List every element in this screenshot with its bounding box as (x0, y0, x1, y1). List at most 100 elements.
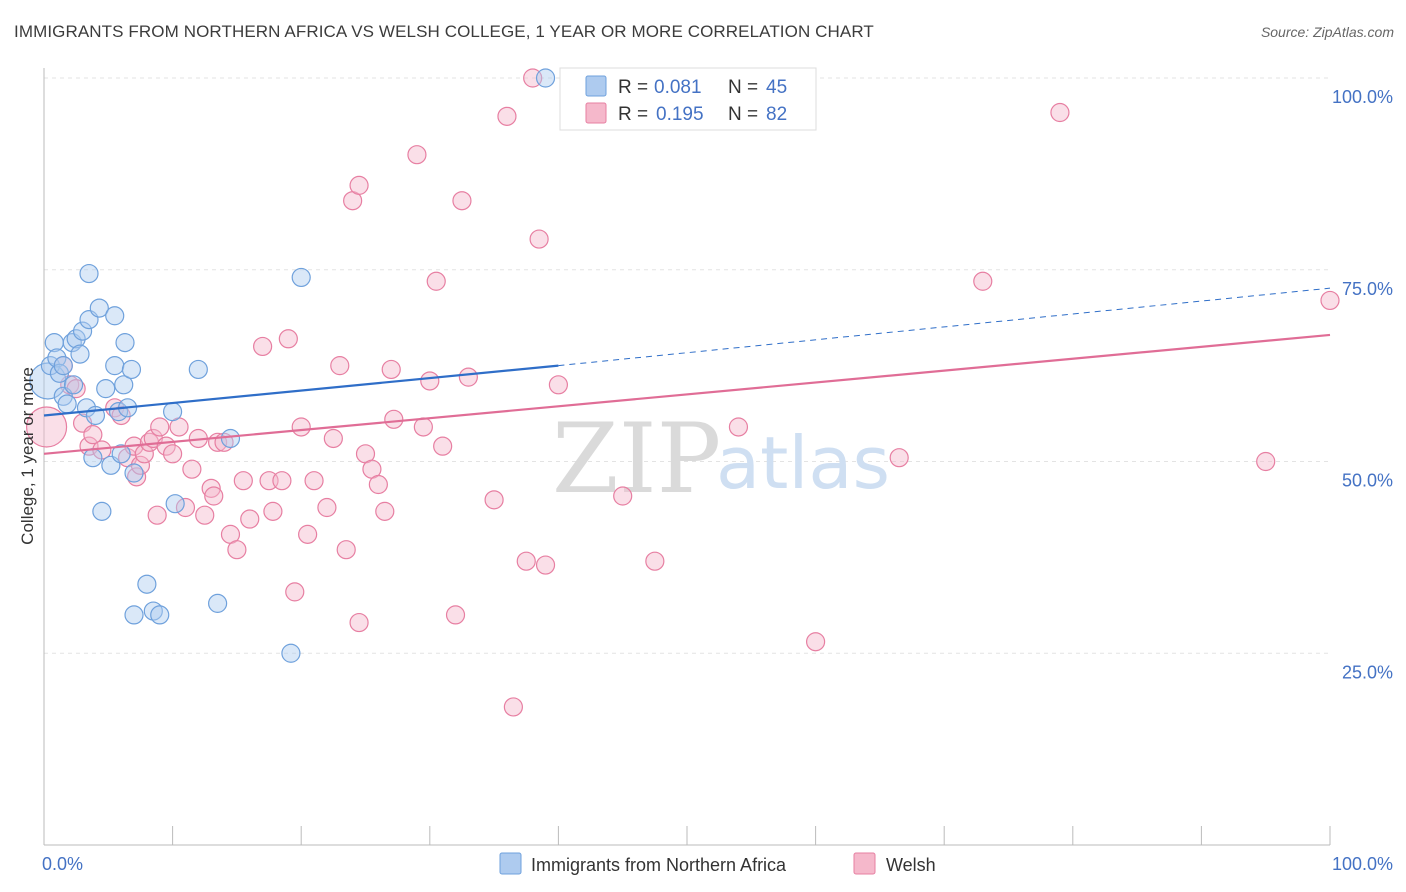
welsh-point (452, 191, 472, 211)
immigrants-point (188, 359, 208, 380)
welsh-point (298, 524, 318, 544)
welsh-point (233, 471, 253, 491)
welsh-point (1256, 451, 1276, 472)
trend-line-immigrants (43, 364, 559, 417)
grid-lines (44, 77, 1330, 654)
immigrants-point (281, 643, 301, 663)
immigrants-point (114, 375, 134, 395)
immigrants-point (111, 444, 131, 464)
welsh-point (278, 329, 298, 349)
stats-legend: R = 0.081 N = 45 R = 0.195 N = 82 (559, 67, 817, 131)
watermark-zip: ZIP (552, 403, 721, 515)
welsh-point (413, 417, 433, 437)
stats-n-label-blue: N = (728, 77, 763, 98)
stats-legend-swatch-blue (585, 75, 607, 97)
immigrants-point (150, 605, 170, 625)
trend-line-immigrants-extension (558, 287, 1331, 367)
welsh-point (645, 551, 665, 571)
immigrants-point (92, 501, 112, 521)
welsh-point (349, 612, 369, 633)
welsh-point (330, 356, 350, 376)
x-tick-label-min: 0.0% (42, 854, 83, 874)
welsh-point (317, 497, 337, 518)
welsh-point (613, 486, 633, 506)
immigrants-point (105, 306, 125, 326)
welsh-point (381, 359, 401, 380)
series-legend: Immigrants from Northern Africa Welsh (499, 852, 936, 875)
welsh-point (484, 490, 504, 510)
welsh-point (201, 478, 221, 498)
welsh-point (805, 632, 826, 652)
welsh-point (458, 367, 478, 387)
stats-r-label-blue: R = (618, 77, 653, 98)
welsh-point (1320, 290, 1340, 311)
immigrants-point (124, 463, 144, 483)
welsh-point (240, 509, 260, 529)
welsh-point (445, 605, 466, 625)
welsh-point (548, 375, 569, 395)
welsh-point (336, 540, 356, 560)
welsh-point (375, 501, 395, 521)
welsh-point (973, 271, 993, 291)
welsh-point (263, 501, 283, 521)
welsh-point (204, 486, 224, 506)
y-tick-label-50: 50.0% (1342, 471, 1393, 491)
welsh-point (420, 371, 440, 391)
series-immigrants-points (29, 68, 556, 663)
source-credit: Source: ZipAtlas.com (1260, 24, 1394, 40)
immigrants-point (70, 344, 90, 364)
welsh-point (150, 417, 170, 437)
welsh-point (25, 406, 68, 448)
immigrants-point (79, 263, 99, 284)
y-tick-labels: 25.0% 50.0% 75.0% 100.0% (1332, 87, 1393, 682)
immigrants-point (220, 428, 241, 449)
immigrants-point (535, 68, 556, 88)
stats-n-value-blue: 45 (766, 77, 787, 98)
welsh-point (83, 425, 103, 445)
immigrants-point (137, 574, 157, 594)
chart-title: IMMIGRANTS FROM NORTHERN AFRICA VS WELSH… (14, 22, 874, 41)
legend-swatch-welsh (853, 852, 876, 875)
welsh-point (889, 448, 909, 468)
y-tick-label-25: 25.0% (1342, 662, 1393, 682)
immigrants-point (89, 298, 109, 318)
welsh-point (516, 551, 536, 571)
trend-lines (43, 287, 1331, 455)
x-tick-label-max: 100.0% (1332, 854, 1393, 874)
watermark-atlas: atlas (716, 421, 890, 505)
welsh-point (195, 505, 215, 525)
welsh-point (323, 428, 343, 449)
welsh-point (130, 455, 151, 475)
welsh-point (253, 336, 273, 357)
immigrants-point (63, 375, 84, 395)
welsh-point (407, 145, 427, 165)
legend-label-immigrants: Immigrants from Northern Africa (531, 855, 787, 875)
immigrants-point (66, 329, 86, 349)
immigrants-point (208, 593, 228, 613)
y-axis-label: College, 1 year or more (18, 367, 37, 545)
legend-swatch-immigrants (499, 852, 522, 875)
immigrants-point (165, 494, 185, 514)
stats-r-value-blue: 0.081 (654, 77, 702, 98)
stats-legend-swatch-pink (585, 102, 607, 124)
immigrants-point (96, 379, 116, 399)
immigrants-point (57, 394, 77, 414)
immigrants-point (83, 448, 103, 468)
welsh-point (227, 540, 247, 560)
welsh-point (147, 505, 167, 525)
x-ticks (43, 826, 1331, 845)
series-welsh-points (25, 68, 1340, 717)
welsh-point (304, 471, 324, 491)
welsh-point (1050, 102, 1070, 123)
immigrants-point (163, 402, 183, 422)
trend-line-welsh (43, 333, 1331, 455)
immigrants-point (72, 321, 93, 341)
stats-r-label-pink: R = (618, 104, 653, 125)
welsh-point (272, 471, 292, 491)
welsh-point (529, 229, 549, 249)
immigrants-point (291, 267, 311, 288)
stats-r-value-pink: 0.195 (656, 104, 704, 125)
welsh-point (426, 271, 446, 291)
immigrants-point (47, 348, 67, 368)
welsh-point (291, 417, 311, 437)
